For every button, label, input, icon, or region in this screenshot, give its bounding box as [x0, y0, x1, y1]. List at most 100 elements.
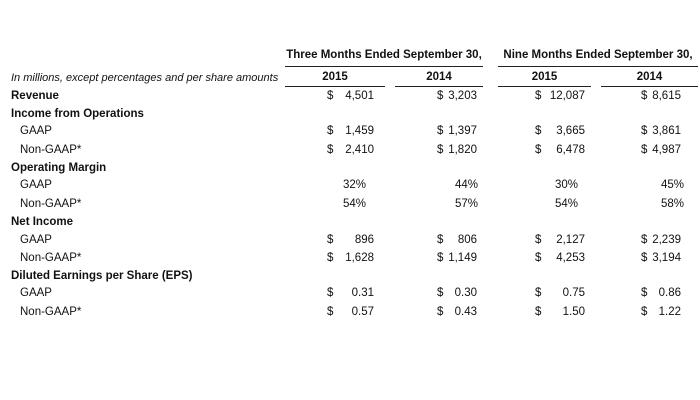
cell-value: 54% — [342, 198, 366, 210]
currency-symbol: $ — [535, 144, 542, 156]
cell-value: 3,665 — [556, 125, 585, 137]
cell-q-2015: $1,628 — [327, 252, 374, 268]
cell-9m-2014: $8,615 — [641, 90, 681, 106]
cell-q-2014: $3,203 — [437, 90, 477, 106]
currency-symbol: $ — [641, 90, 648, 102]
cell-9m-2014: $3,194 — [641, 252, 681, 268]
table-row: Revenue $4,501 $3,203 $12,087 $8,615 — [0, 90, 700, 108]
cell-value: 45% — [660, 179, 684, 191]
cell-q-2014: $1,820 — [437, 144, 477, 160]
cell-9m-2014: 58% — [641, 198, 684, 214]
currency-symbol: $ — [437, 306, 444, 318]
currency-symbol: $ — [327, 144, 334, 156]
cell-value: 0.31 — [351, 287, 374, 299]
currency-symbol: $ — [437, 90, 444, 102]
cell-value: 0.30 — [454, 287, 477, 299]
cell-9m-2015: $0.75 — [535, 287, 585, 303]
currency-symbol: $ — [535, 234, 542, 246]
cell-value: 1,397 — [448, 125, 477, 137]
cell-value: 54% — [554, 198, 578, 210]
currency-symbol: $ — [437, 252, 444, 264]
cell-9m-2014: $4,987 — [641, 144, 681, 160]
year-header-9m-2014: 2014 — [636, 71, 663, 83]
cell-q-2014: 57% — [437, 198, 478, 214]
cell-value: 896 — [354, 234, 374, 246]
currency-symbol: $ — [327, 125, 334, 137]
cell-q-2015: $1,459 — [327, 125, 374, 141]
cell-9m-2014: $2,239 — [641, 234, 681, 250]
currency-symbol: $ — [437, 287, 444, 299]
cell-value: 0.75 — [562, 287, 585, 299]
currency-symbol: $ — [641, 234, 648, 246]
row-label: Non-GAAP* — [20, 306, 82, 318]
year-header-9m-2015: 2015 — [531, 71, 558, 83]
row-label: Non-GAAP* — [20, 252, 82, 264]
cell-value: 57% — [454, 198, 478, 210]
cell-q-2014: $0.43 — [437, 306, 477, 322]
table-row: Operating Margin — [0, 162, 700, 180]
section-label: Income from Operations — [11, 108, 144, 120]
row-label: GAAP — [20, 125, 52, 137]
cell-value: 4,501 — [345, 90, 374, 102]
header-three-months: Three Months Ended September 30, — [286, 49, 482, 61]
cell-9m-2014: $0.86 — [641, 287, 681, 303]
cell-q-2015: $0.57 — [327, 306, 374, 322]
table-row: Non-GAAP* $2,410 $1,820 $6,478 $4,987 — [0, 144, 700, 162]
cell-q-2015: $4,501 — [327, 90, 374, 106]
currency-symbol: $ — [535, 90, 542, 102]
table-row: GAAP $896 $806 $2,127 $2,239 — [0, 234, 700, 252]
header-three-months-rule — [285, 66, 483, 67]
cell-q-2015: $896 — [327, 234, 374, 250]
cell-q-2015: $0.31 — [327, 287, 374, 303]
table-row: Income from Operations — [0, 108, 700, 126]
cell-value: 0.43 — [454, 306, 477, 318]
currency-symbol: $ — [437, 144, 444, 156]
section-label: Revenue — [11, 90, 59, 102]
cell-value: 2,127 — [556, 234, 585, 246]
cell-value: 6,478 — [556, 144, 585, 156]
cell-q-2015: 54% — [327, 198, 366, 214]
row-label: GAAP — [20, 179, 52, 191]
row-label: Non-GAAP* — [20, 198, 82, 210]
currency-symbol: $ — [535, 287, 542, 299]
currency-symbol: $ — [641, 125, 648, 137]
table-row: Non-GAAP* 54% 57% 54% 58% — [0, 198, 700, 216]
currency-symbol: $ — [535, 125, 542, 137]
cell-value: 32% — [342, 179, 366, 191]
cell-9m-2015: $4,253 — [535, 252, 585, 268]
currency-symbol: $ — [641, 252, 648, 264]
table-row: Diluted Earnings per Share (EPS) — [0, 270, 700, 288]
cell-value: 12,087 — [549, 90, 585, 102]
cell-value: 1,820 — [448, 144, 477, 156]
cell-q-2014: $0.30 — [437, 287, 477, 303]
row-label: GAAP — [20, 234, 52, 246]
table-row: GAAP 32% 44% 30% 45% — [0, 179, 700, 197]
cell-9m-2015: $12,087 — [535, 90, 585, 106]
cell-9m-2015: 30% — [535, 179, 578, 195]
cell-value: 30% — [554, 179, 578, 191]
cell-9m-2015: 54% — [535, 198, 578, 214]
cell-value: 0.57 — [351, 306, 374, 318]
cell-value: 4,253 — [556, 252, 585, 264]
section-label: Diluted Earnings per Share (EPS) — [11, 270, 193, 282]
currency-symbol: $ — [535, 306, 542, 318]
cell-9m-2015: $6,478 — [535, 144, 585, 160]
currency-symbol: $ — [327, 90, 334, 102]
currency-symbol: $ — [641, 287, 648, 299]
table-row: Non-GAAP* $1,628 $1,149 $4,253 $3,194 — [0, 252, 700, 270]
cell-value: 1.50 — [562, 306, 585, 318]
currency-symbol: $ — [327, 252, 334, 264]
cell-value: 58% — [660, 198, 684, 210]
cell-value: 1,628 — [345, 252, 374, 264]
table-caption: In millions, except percentages and per … — [11, 72, 279, 84]
cell-value: 44% — [454, 179, 478, 191]
cell-value: 8,615 — [652, 90, 681, 102]
cell-value: 2,239 — [652, 234, 681, 246]
year-header-q-2015: 2015 — [322, 71, 348, 83]
cell-9m-2015: $2,127 — [535, 234, 585, 250]
cell-q-2014: $806 — [437, 234, 477, 250]
section-label: Net Income — [11, 216, 73, 228]
table-row: Non-GAAP* $0.57 $0.43 $1.50 $1.22 — [0, 306, 700, 324]
cell-value: 0.86 — [658, 287, 681, 299]
cell-value: 3,194 — [652, 252, 681, 264]
